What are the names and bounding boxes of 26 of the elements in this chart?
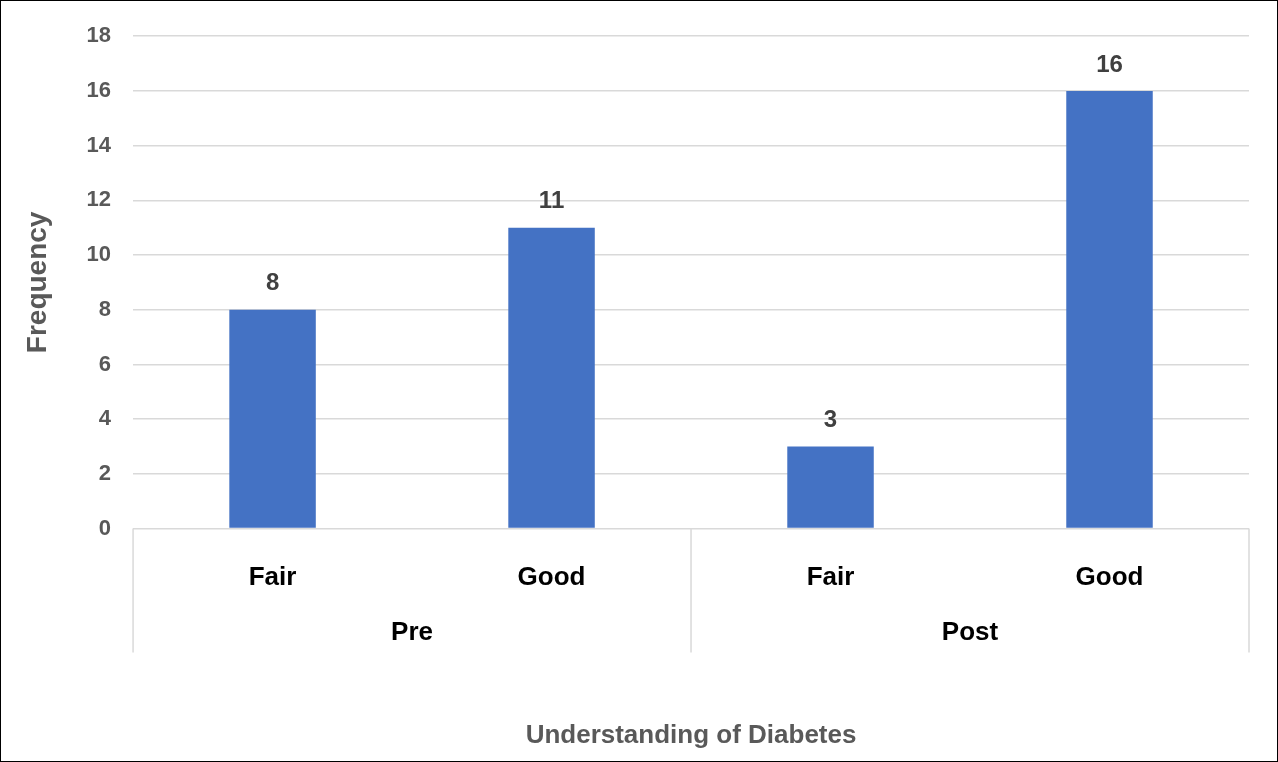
bar (1066, 90, 1153, 528)
data-label: 3 (823, 405, 838, 433)
y-tick-label: 14 (86, 131, 112, 157)
text: Pre (391, 615, 434, 646)
data-label: 11 (538, 186, 565, 214)
y-tick-label: 4 (98, 405, 112, 431)
y-tick-label: 10 (86, 241, 112, 267)
y-tick-label: 18 (86, 22, 112, 48)
data-label: 8 (265, 268, 280, 296)
y-tick-label: 12 (86, 186, 112, 212)
text: Post (941, 615, 999, 646)
data-label: 16 (1096, 49, 1123, 77)
x-tick-label: Good (1075, 561, 1144, 592)
y-tick-label: 6 (98, 350, 112, 376)
bar (787, 446, 874, 528)
bar (508, 227, 595, 528)
y-tick-label: 8 (98, 295, 112, 321)
y-tick-label: 16 (86, 76, 112, 102)
x-tick-label: Fair (806, 561, 855, 592)
y-tick-label: 2 (98, 459, 112, 485)
bar (229, 309, 316, 528)
y-axis-title: Frequency (20, 211, 52, 354)
x-axis-title: Understanding of Diabetes (525, 718, 857, 749)
x-tick-label: Good (517, 561, 586, 592)
x-tick-label: Fair (248, 561, 297, 592)
y-tick-label: 0 (98, 514, 112, 540)
